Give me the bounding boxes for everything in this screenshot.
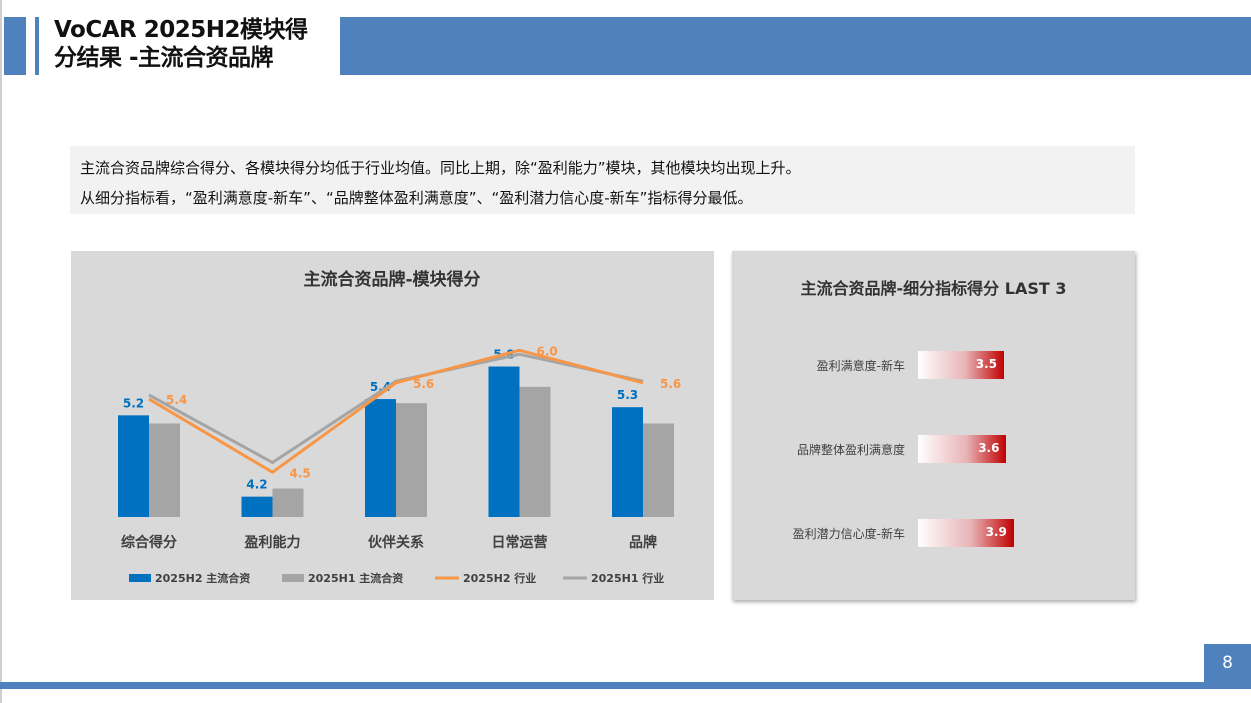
bar-h2-brand xyxy=(118,415,149,517)
summary-box: 主流合资品牌综合得分、各模块得分均低于行业均值。同比上期，除“盈利能力”模块，其… xyxy=(70,146,1135,214)
last3-chart-title: 主流合资品牌-细分指标得分 LAST 3 xyxy=(800,279,1067,298)
legend-swatch xyxy=(129,574,151,582)
metric-value-label: 3.6 xyxy=(978,441,1000,455)
metric-label: 盈利满意度-新车 xyxy=(816,359,905,373)
metric-value-label: 3.5 xyxy=(975,357,997,371)
legend-label: 2025H2 行业 xyxy=(463,571,536,585)
line-h2-value-label: 5.6 xyxy=(413,377,434,391)
bar-h2-brand xyxy=(612,407,643,517)
header-right-bar xyxy=(340,17,1251,75)
category-label: 日常运营 xyxy=(492,534,548,551)
module-score-chart-svg: 主流合资品牌-模块得分 5.2综合得分4.2盈利能力5.4伙伴关系5.8日常运营… xyxy=(118,269,681,585)
slide-left-border xyxy=(0,0,2,703)
category-label: 综合得分 xyxy=(121,534,177,551)
bar-h2-brand xyxy=(488,366,520,517)
module-chart-title: 主流合资品牌-模块得分 xyxy=(303,269,480,290)
line-h1-industry xyxy=(148,352,644,465)
summary-line-2: 从细分指标看，“盈利满意度-新车”、“品牌整体盈利满意度”、“盈利潜力信心度-新… xyxy=(80,189,753,207)
legend-swatch xyxy=(282,574,304,582)
category-label: 盈利能力 xyxy=(244,534,301,551)
metric-bar: 3.5 xyxy=(918,351,1004,379)
metric-row: 品牌整体盈利满意度 3.6 xyxy=(732,435,1135,463)
bar-h2-value-label: 4.2 xyxy=(246,478,267,492)
line-h2-value-label: 5.4 xyxy=(166,393,187,407)
bar-h2-brand xyxy=(365,399,396,517)
header-left-bar xyxy=(4,17,26,75)
bar-h2-value-label: 5.2 xyxy=(123,396,144,410)
bar-h2-brand xyxy=(241,496,273,517)
metric-row: 盈利满意度-新车 3.5 xyxy=(732,351,1135,379)
category-label: 伙伴关系 xyxy=(368,534,424,551)
metric-label: 品牌整体盈利满意度 xyxy=(796,443,905,457)
module-score-chart: 主流合资品牌-模块得分 5.2 综合得分 4.2 盈利能力 5.4 伙伴关系 5.8 日常运营… xyxy=(71,251,714,600)
metric-row: 盈利潜力信心度-新车 3.9 xyxy=(732,519,1135,547)
bar-h1-brand xyxy=(519,386,551,517)
bar-h1-brand xyxy=(643,423,674,517)
bar-h1-brand xyxy=(396,403,427,517)
legend-label: 2025H1 行业 xyxy=(591,571,664,585)
header-accent-bar xyxy=(35,17,39,75)
line-h2-value-label: 6.0 xyxy=(537,344,558,358)
metric-value-label: 3.9 xyxy=(985,525,1007,539)
bar-h1-brand xyxy=(272,488,304,517)
metric-label: 盈利潜力信心度-新车 xyxy=(792,527,905,541)
legend-label: 2025H1 主流合资 xyxy=(308,571,403,585)
metric-bar: 3.6 xyxy=(918,435,1007,463)
metric-bar: 3.9 xyxy=(918,519,1014,547)
line-h2-industry xyxy=(148,348,644,475)
page-number: 8 xyxy=(1204,644,1251,682)
slide-title: VoCAR 2025H2模块得 分结果 -主流合资品牌 xyxy=(54,17,308,71)
bar-h1-brand xyxy=(149,423,180,517)
last3-metric-chart: 主流合资品牌-细分指标得分 LAST 3 盈利满意度-新车 3.5 品牌整体盈利满意… xyxy=(732,251,1135,600)
line-h2-value-label: 4.5 xyxy=(290,466,311,480)
legend-label: 2025H2 主流合资 xyxy=(155,571,250,585)
footer-bar xyxy=(0,682,1251,689)
category-label: 品牌 xyxy=(629,534,657,551)
line-h2-value-label: 5.6 xyxy=(660,377,681,391)
bar-h2-value-label: 5.3 xyxy=(617,388,638,402)
summary-line-1: 主流合资品牌综合得分、各模块得分均低于行业均值。同比上期，除“盈利能力”模块，其… xyxy=(80,159,801,177)
